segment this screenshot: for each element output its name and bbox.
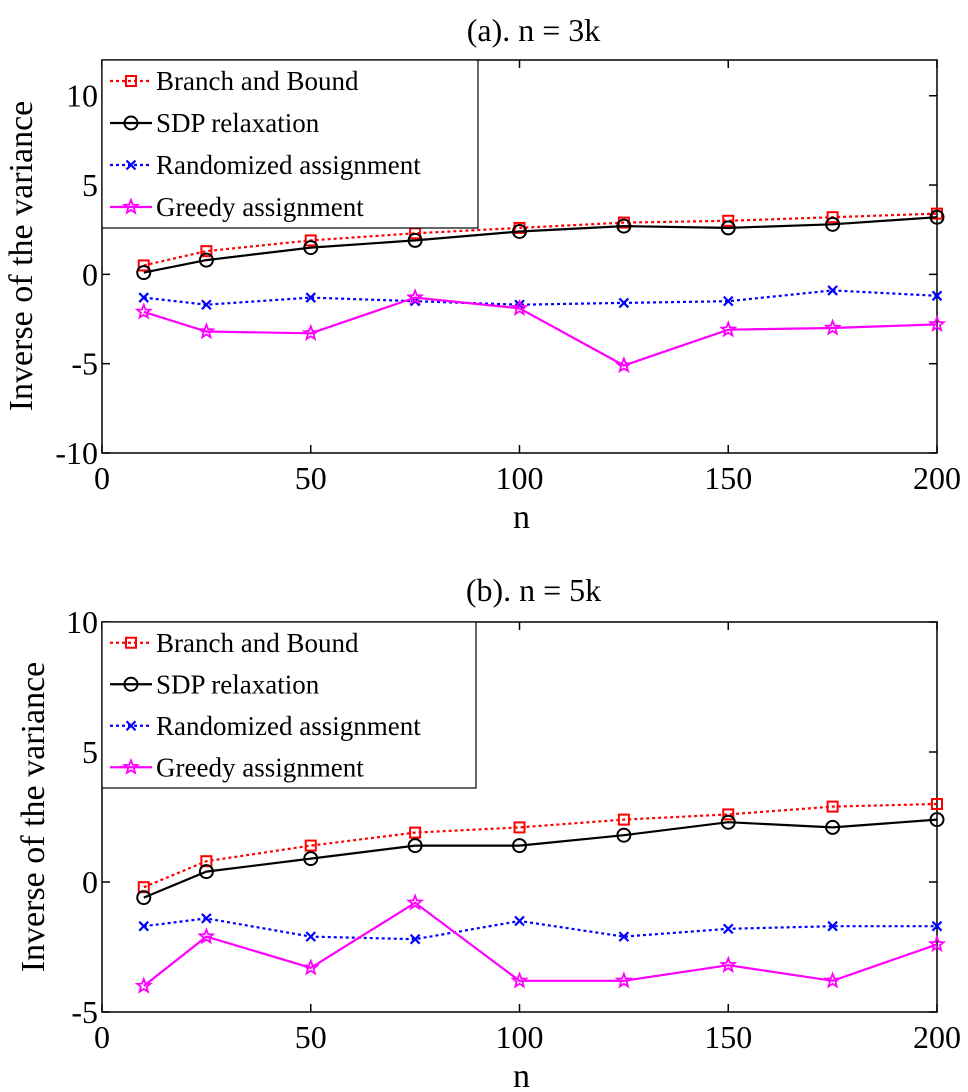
x-axis-label: n xyxy=(513,1058,530,1092)
legend-label: Randomized assignment xyxy=(156,150,421,180)
legend: Branch and Bound SDP relaxation Randomized… xyxy=(102,622,476,788)
legend-label: Branch and Bound xyxy=(156,66,359,96)
legend-label: SDP relaxation xyxy=(156,669,320,699)
y-tick-label: 5 xyxy=(82,734,98,770)
x-tick-label: 50 xyxy=(295,460,327,496)
x-tick-label: 150 xyxy=(704,460,752,496)
x-tick-label: 150 xyxy=(704,1019,752,1055)
legend-label: Branch and Bound xyxy=(156,628,359,658)
figure: (a). n = 3k0 50 100 150 2001050-5-10nInverse… xyxy=(0,0,968,1092)
y-tick-label: -10 xyxy=(55,435,98,471)
y-tick-label: 10 xyxy=(66,78,98,114)
legend: Branch and Bound SDP relaxation Randomized… xyxy=(102,60,478,228)
chart-title: (b). n = 5k xyxy=(466,572,601,608)
y-axis-label: Inverse of the variance xyxy=(3,101,40,412)
x-axis-label: n xyxy=(513,499,530,536)
y-axis-label: Inverse of the variance xyxy=(15,662,52,973)
y-tick-label: 0 xyxy=(82,256,98,292)
x-tick-label: 100 xyxy=(496,1019,544,1055)
chart-title: (a). n = 3k xyxy=(467,12,601,48)
y-tick-label: 10 xyxy=(66,604,98,640)
y-tick-label: 0 xyxy=(82,864,98,900)
legend-label: Greedy assignment xyxy=(156,192,364,222)
x-tick-label: 100 xyxy=(496,460,544,496)
y-tick-label: -5 xyxy=(71,346,98,382)
x-tick-label: 200 xyxy=(913,460,961,496)
legend-label: Randomized assignment xyxy=(156,711,421,741)
y-tick-label: 5 xyxy=(82,167,98,203)
y-tick-label: -5 xyxy=(71,994,98,1030)
legend-label: Greedy assignment xyxy=(156,752,364,782)
legend-label: SDP relaxation xyxy=(156,108,320,138)
x-tick-label: 50 xyxy=(295,1019,327,1055)
x-tick-label: 200 xyxy=(913,1019,961,1055)
